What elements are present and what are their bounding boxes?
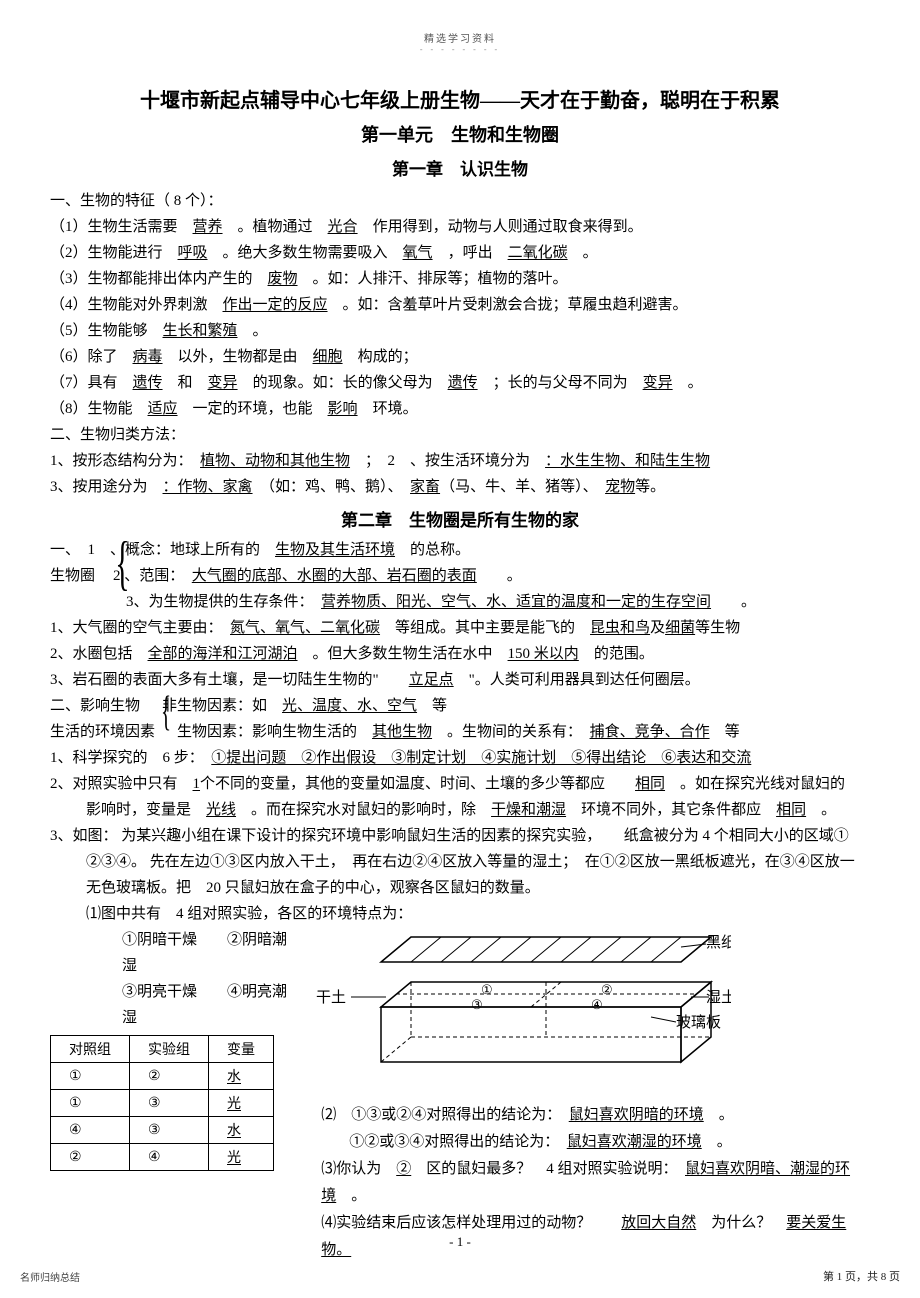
feature-6: （6）除了 病毒 以外，生物都是由 细胞 构成的；: [50, 344, 870, 370]
biosphere-3: 3、为生物提供的生存条件： 营养物质、阳光、空气、水、适宜的温度和一定的生存空间…: [50, 589, 870, 615]
sci-steps: 1、科学探究的 6 步： ①提出问题 ②作出假设 ③制定计划 ④实施计划 ⑤得出…: [50, 745, 870, 771]
section2-heading: 二、生物归类方法：: [50, 422, 870, 448]
exp3-line1: 3、如图： 为某兴趣小组在课下设计的探究环境中影响鼠妇生活的因素的探究实验， 纸…: [50, 823, 870, 849]
svg-text:④: ④: [591, 997, 603, 1012]
biosphere-1: 一、 1 、概念：地球上所有的 生物及其生活环境 的总称。: [50, 537, 870, 563]
feature-3: （3）生物都能排出体内产生的 废物 。如：人排汗、排尿等；植物的落叶。: [50, 266, 870, 292]
footer-left: 名师归纳总结: [20, 1269, 80, 1284]
left-column: ①阴暗干燥 ②阴暗潮湿 ③明亮干燥 ④明亮潮湿 对照组 实验组 变量 ①②水 ①…: [50, 927, 291, 1171]
header-label: 精选学习资料: [50, 30, 870, 45]
chapter1-title: 第一章 认识生物: [50, 155, 870, 180]
classify-1: 1、按形态结构分为： 植物、动物和其他生物 ； 2 、按生活环境分为 ：水生生物…: [50, 448, 870, 474]
exp3-line2: ②③④。 先在左边①③区内放入干土， 再在右边②④区放入等量的湿土； 在①②区放…: [50, 849, 870, 875]
control-exp-1: 2、对照实验中只有 1个不同的变量，其他的变量如温度、时间、土壤的多少等都应 相…: [50, 771, 870, 797]
footer-right: 第 1 页，共 8 页: [823, 1268, 900, 1284]
table-row: ④③水: [51, 1117, 274, 1144]
feature-1: （1）生物生活需要 营养 。植物通过 光合 作用得到，动物与人则通过取食来得到。: [50, 214, 870, 240]
brace-icon: {: [115, 533, 129, 593]
svg-text:②: ②: [601, 982, 613, 997]
page-number: - 1 -: [0, 1234, 920, 1250]
feature-2: （2）生物能进行 呼吸 。绝大多数生物需要吸入 氧气 ，呼出 二氧化碳 。: [50, 240, 870, 266]
lithosphere: 3、岩石圈的表面大多有土壤，是一切陆生生物的" 立足点 "。人类可利用器具到达任…: [50, 667, 870, 693]
q3: ⑶你认为 ② 区的鼠妇最多？ 4 组对照实验说明： 鼠妇喜欢阴暗、潮湿的环境 。: [321, 1156, 870, 1210]
th-exp: 实验组: [130, 1036, 209, 1063]
q2-line2: ①②或③④对照得出的结论为： 鼠妇喜欢潮湿的环境 。: [321, 1129, 870, 1156]
svg-text:干土: 干土: [316, 989, 346, 1006]
feature-7: （7）具有 遗传 和 变异 的现象。如：长的像父母为 遗传 ；长的与父母不同为 …: [50, 370, 870, 396]
q1-heading: ⑴图中共有 4 组对照实验，各区的环境特点为：: [50, 901, 870, 927]
feature-4: （4）生物能对外界刺激 作出一定的反应 。如：含羞草叶片受刺激会合拢；草履虫趋利…: [50, 292, 870, 318]
feature-5: （5）生物能够 生长和繁殖 。: [50, 318, 870, 344]
env-bio: 生活的环境因素生物因素：影响生物生活的 其他生物 。生物间的关系有： 捕食、竞争…: [50, 719, 870, 745]
table-row: ①③光: [51, 1090, 274, 1117]
th-control: 对照组: [51, 1036, 130, 1063]
table-row: 对照组 实验组 变量: [51, 1036, 274, 1063]
hydrosphere: 2、水圈包括 全部的海洋和江河湖泊 。但大多数生物生活在水中 150 米以内 的…: [50, 641, 870, 667]
env-factors-block: 二、影响生物{非生物因素：如 光、温度、水、空气 等 生活的环境因素生物因素：影…: [50, 693, 870, 745]
q1-options-1: ①阴暗干燥 ②阴暗潮湿: [50, 927, 291, 979]
chapter2-title: 第二章 生物圈是所有生物的家: [50, 506, 870, 531]
classify-3: 3、按用途分为 ：作物、家禽 （如：鸡、鸭、鹅）、 家畜（马、牛、羊、猪等）、 …: [50, 474, 870, 500]
svg-text:①: ①: [481, 982, 493, 997]
label-wet: 湿土: [706, 989, 731, 1006]
env-nonbio: 二、影响生物{非生物因素：如 光、温度、水、空气 等: [50, 693, 870, 719]
brace-icon: {: [161, 691, 171, 733]
section1-heading: 一、生物的特征（ 8 个）：: [50, 188, 870, 214]
table-row: ①②水: [51, 1063, 274, 1090]
q1-options-2: ③明亮干燥 ④明亮潮湿: [50, 979, 291, 1031]
atmosphere: 1、大气圈的空气主要由： 氮气、氧气、二氧化碳 等组成。其中主要是能飞的 昆虫和…: [50, 615, 870, 641]
label-glass: 玻璃板: [676, 1013, 721, 1031]
exp3-line3: 无色玻璃板。把 20 只鼠妇放在盒子的中心，观察各区鼠妇的数量。: [50, 875, 870, 901]
feature-8: （8）生物能 适应 一定的环境，也能 影响 环境。: [50, 396, 870, 422]
unit-title: 第一单元 生物和生物圈: [50, 121, 870, 147]
table-row: ②④光: [51, 1144, 274, 1171]
header-dots: - - - - - - - -: [50, 45, 870, 54]
svg-text:③: ③: [471, 997, 483, 1012]
control-exp-2: 影响时，变量是 光线 。而在探究水对鼠妇的影响时，除 干燥和潮湿 环境不同外，其…: [50, 797, 870, 823]
biosphere-block: 一、 1 、概念：地球上所有的 生物及其生活环境 的总称。 生物圈{2 、范围：…: [50, 537, 870, 615]
th-var: 变量: [209, 1036, 274, 1063]
experiment-table: 对照组 实验组 变量 ①②水 ①③光 ④③水 ②④光: [50, 1035, 274, 1171]
q2-line1: ⑵ ①③或②④对照得出的结论为： 鼠妇喜欢阴暗的环境 。: [321, 1102, 870, 1129]
right-column: ① ② ③ ④ 干土 黑纸板 湿土 玻璃板 ⑵ ①③或②④对照得出的结论为： 鼠…: [311, 927, 870, 1264]
box-diagram: ① ② ③ ④ 干土 黑纸板 湿土 玻璃板: [311, 927, 731, 1097]
biosphere-2: 生物圈{2 、范围： 大气圈的底部、水圈的大部、岩石圈的表面 。: [50, 563, 870, 589]
label-board: 黑纸板: [706, 933, 731, 951]
main-title: 十堰市新起点辅导中心七年级上册生物——天才在于勤奋，聪明在于积累: [50, 84, 870, 113]
